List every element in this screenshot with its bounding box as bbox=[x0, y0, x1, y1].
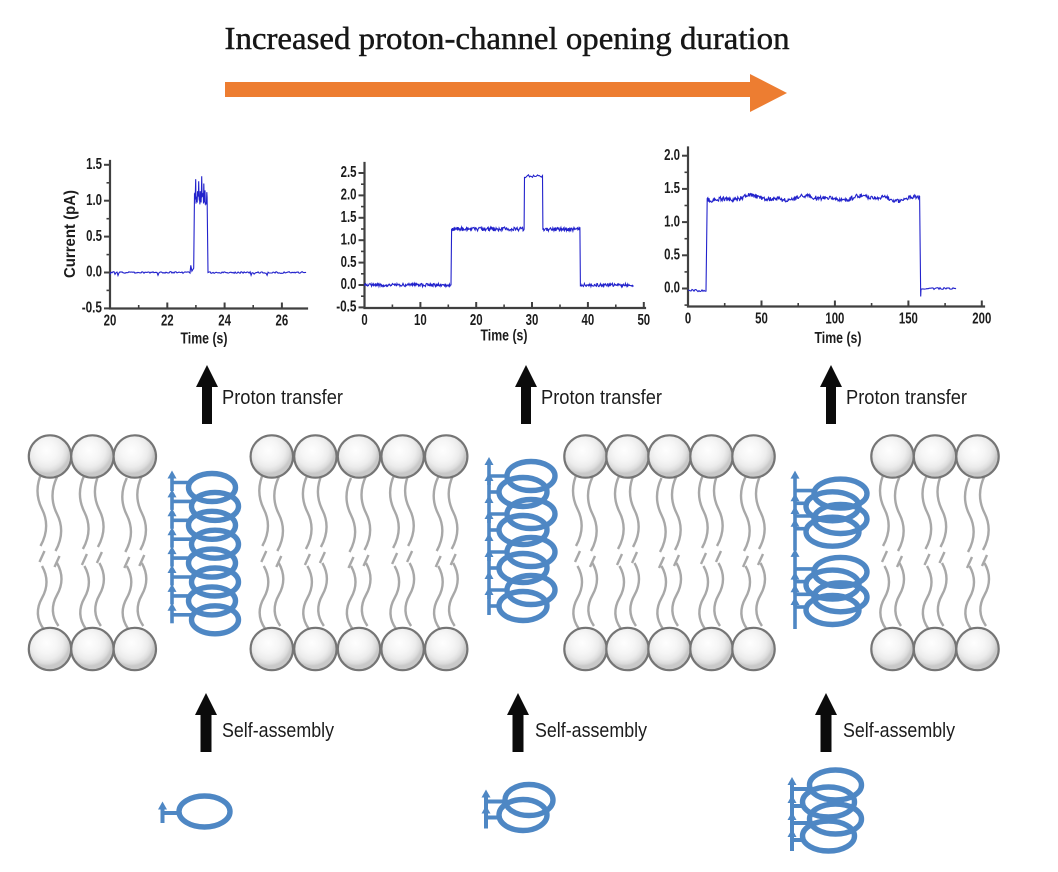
svg-text:0.5: 0.5 bbox=[341, 254, 357, 271]
svg-text:Self-assembly: Self-assembly bbox=[535, 720, 647, 742]
svg-text:1.0: 1.0 bbox=[341, 231, 357, 248]
svg-text:Self-assembly: Self-assembly bbox=[843, 720, 955, 742]
svg-text:200: 200 bbox=[972, 311, 991, 328]
svg-text:40: 40 bbox=[582, 312, 595, 329]
svg-text:1.5: 1.5 bbox=[664, 180, 680, 197]
svg-text:Time (s): Time (s) bbox=[181, 331, 228, 348]
svg-text:Self-assembly: Self-assembly bbox=[222, 720, 334, 742]
svg-text:-0.5: -0.5 bbox=[336, 299, 356, 316]
svg-text:1.5: 1.5 bbox=[86, 156, 102, 173]
svg-text:100: 100 bbox=[825, 311, 844, 328]
svg-text:20: 20 bbox=[470, 312, 483, 329]
svg-text:1.0: 1.0 bbox=[86, 192, 102, 209]
svg-text:Time (s): Time (s) bbox=[815, 330, 862, 347]
svg-text:20: 20 bbox=[104, 313, 117, 330]
svg-text:30: 30 bbox=[526, 312, 539, 329]
svg-text:0: 0 bbox=[685, 311, 691, 328]
svg-text:50: 50 bbox=[755, 311, 768, 328]
svg-text:50: 50 bbox=[637, 312, 650, 329]
svg-text:2.0: 2.0 bbox=[341, 187, 357, 204]
svg-text:Time (s): Time (s) bbox=[481, 328, 528, 345]
svg-text:0.5: 0.5 bbox=[86, 228, 102, 245]
svg-text:2.5: 2.5 bbox=[341, 164, 357, 181]
svg-text:24: 24 bbox=[218, 313, 231, 330]
svg-text:22: 22 bbox=[161, 313, 174, 330]
svg-text:Current (pA): Current (pA) bbox=[62, 190, 79, 278]
svg-text:10: 10 bbox=[414, 312, 427, 329]
svg-text:2.0: 2.0 bbox=[664, 147, 680, 164]
svg-text:Proton transfer: Proton transfer bbox=[541, 387, 662, 409]
svg-text:0.0: 0.0 bbox=[341, 276, 357, 293]
svg-text:0: 0 bbox=[361, 312, 367, 329]
svg-text:0.5: 0.5 bbox=[664, 247, 680, 264]
svg-text:1.0: 1.0 bbox=[664, 213, 680, 230]
svg-text:-0.5: -0.5 bbox=[82, 300, 102, 317]
svg-text:Proton transfer: Proton transfer bbox=[222, 387, 343, 409]
svg-text:Increased proton-channel openi: Increased proton-channel opening duratio… bbox=[225, 20, 790, 56]
svg-text:1.5: 1.5 bbox=[341, 209, 357, 226]
svg-text:26: 26 bbox=[276, 313, 289, 330]
svg-text:0.0: 0.0 bbox=[86, 264, 102, 281]
svg-text:150: 150 bbox=[899, 311, 918, 328]
svg-text:Proton transfer: Proton transfer bbox=[846, 387, 967, 409]
svg-text:0.0: 0.0 bbox=[664, 280, 680, 297]
